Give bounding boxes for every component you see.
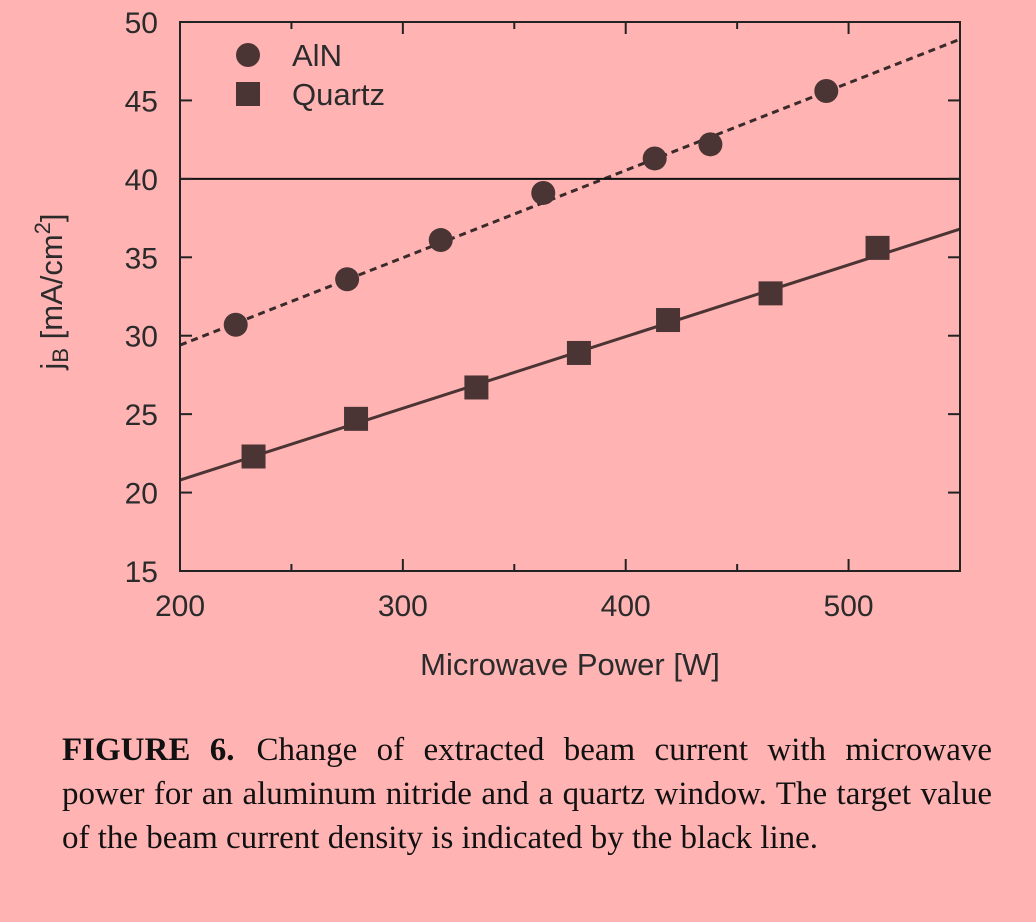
data-point-aln	[814, 79, 839, 104]
data-point-aln	[531, 180, 556, 205]
data-point-quartz	[656, 308, 681, 333]
caption-label: FIGURE 6.	[62, 732, 235, 768]
y-tick-label: 15	[125, 556, 158, 589]
y-axis: 15 20 25 30 35 40 45 50	[125, 7, 960, 589]
data-point-quartz	[865, 235, 890, 260]
y-axis-title: jB [mA/cm2]	[30, 213, 73, 370]
figure-caption: FIGURE 6. Change of extracted beam curren…	[62, 728, 992, 860]
x-tick-label: 200	[155, 590, 205, 623]
x-axis: 200 300 400 500	[155, 22, 961, 623]
plot-frame-group	[179, 21, 961, 572]
data-point-aln	[223, 312, 248, 337]
data-point-quartz	[758, 281, 783, 306]
y-axis-title-rest: [mA/cm	[34, 234, 69, 348]
y-tick-label: 40	[125, 164, 158, 197]
legend-label-aln: AlN	[292, 38, 342, 73]
x-tick-label: 400	[601, 590, 651, 623]
legend-label-quartz: Quartz	[292, 77, 385, 112]
data-points	[223, 79, 890, 469]
caption-text: Change of extracted beam current with mi…	[62, 732, 992, 856]
y-tick-label: 25	[125, 399, 158, 432]
data-point-quartz	[566, 340, 591, 365]
x-axis-title: Microwave Power [W]	[420, 647, 720, 682]
legend: AlN Quartz	[236, 38, 385, 112]
data-point-aln	[335, 267, 360, 292]
y-tick-label: 30	[125, 321, 158, 354]
data-point-aln	[428, 228, 453, 253]
y-axis-title-end: ]	[34, 213, 69, 222]
plot-frame	[179, 21, 961, 572]
x-tick-label: 500	[824, 590, 874, 623]
y-axis-title-sub: B	[48, 348, 73, 363]
y-tick-label: 45	[125, 85, 158, 118]
data-point-aln	[642, 146, 667, 171]
y-axis-title-sup: 2	[30, 222, 55, 234]
y-tick-label: 20	[125, 478, 158, 511]
y-axis-title-main: j	[34, 363, 69, 371]
legend-marker-quartz	[236, 82, 260, 106]
data-point-quartz	[241, 444, 266, 469]
y-tick-label: 35	[125, 242, 158, 275]
y-tick-label: 50	[125, 7, 158, 40]
data-point-quartz	[344, 406, 369, 431]
legend-marker-aln	[236, 43, 260, 67]
data-point-quartz	[464, 375, 489, 400]
data-point-aln	[698, 132, 723, 157]
x-tick-label: 300	[378, 590, 428, 623]
